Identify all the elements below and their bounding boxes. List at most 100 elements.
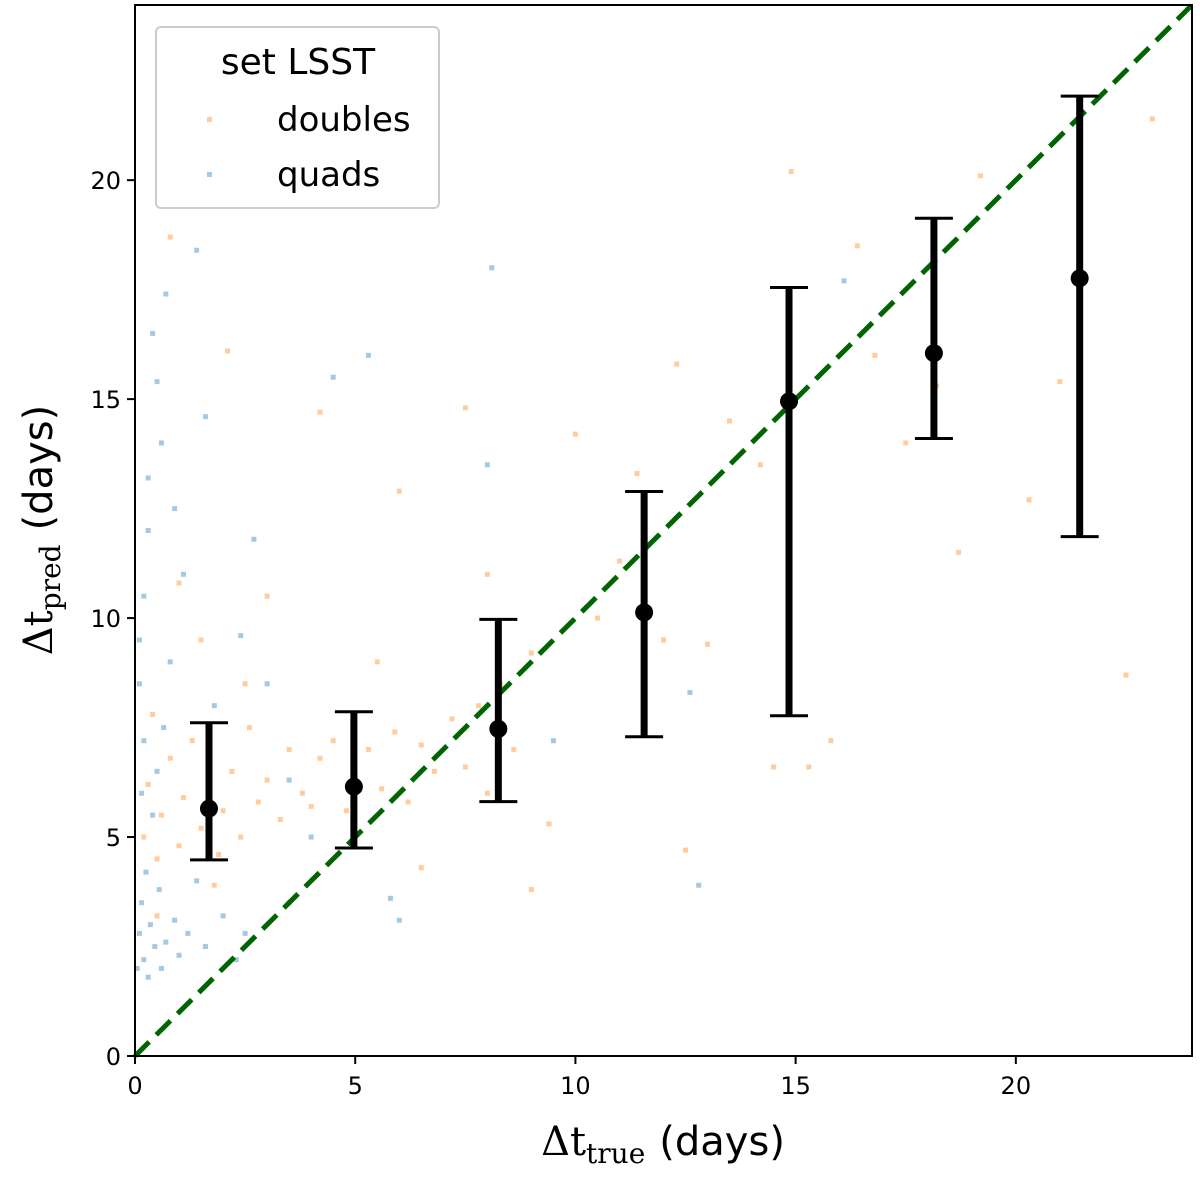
point-doubles <box>167 234 173 240</box>
legend-box <box>155 26 440 209</box>
y-tick-label: 20 <box>90 167 121 195</box>
point-doubles <box>528 887 534 893</box>
point-quads <box>141 738 147 744</box>
point-doubles <box>198 825 204 831</box>
point-doubles <box>546 821 552 827</box>
point-doubles <box>727 418 733 424</box>
errorbar-point <box>199 799 218 818</box>
errorbar <box>625 490 664 739</box>
errorbar <box>770 285 809 718</box>
point-doubles <box>255 799 261 805</box>
point-doubles <box>978 173 984 179</box>
point-quads <box>238 633 244 639</box>
point-quads <box>136 681 142 687</box>
point-doubles <box>247 725 253 731</box>
point-quads <box>145 974 151 980</box>
point-doubles <box>528 650 534 656</box>
point-quads <box>687 690 693 696</box>
identity-line <box>133 3 1194 1058</box>
point-doubles <box>705 641 711 647</box>
point-doubles <box>828 738 834 744</box>
legend: set LSST doubles quads <box>155 26 440 209</box>
point-doubles <box>683 847 689 853</box>
point-doubles <box>343 808 349 814</box>
point-doubles <box>661 637 666 643</box>
point-doubles <box>154 856 160 862</box>
point-doubles <box>176 843 182 849</box>
point-quads <box>251 536 257 542</box>
plot-frame <box>134 4 1193 1057</box>
point-quads <box>136 930 142 936</box>
point-doubles <box>431 768 437 774</box>
point-doubles <box>449 716 455 722</box>
point-doubles <box>511 746 517 752</box>
point-quads <box>286 777 292 783</box>
errorbar-point <box>924 344 943 363</box>
y-tick-label: 10 <box>90 605 121 633</box>
point-doubles <box>405 799 411 805</box>
point-quads <box>489 265 495 271</box>
point-quads <box>172 917 178 923</box>
errorbar-point <box>489 719 508 738</box>
point-quads <box>147 922 153 928</box>
point-quads <box>211 703 217 709</box>
point-doubles <box>216 852 222 858</box>
point-doubles <box>242 681 248 687</box>
point-doubles <box>264 593 270 599</box>
point-quads <box>696 882 702 888</box>
point-quads <box>154 768 160 774</box>
point-quads <box>308 834 314 840</box>
point-doubles <box>158 812 164 818</box>
y-axis-label: Δtpred(days) <box>16 405 67 655</box>
point-quads <box>194 878 200 884</box>
legend-marker-doubles <box>207 117 212 122</box>
point-doubles <box>462 764 468 770</box>
point-quads <box>152 944 158 950</box>
point-quads <box>180 571 186 577</box>
x-tick-label: 0 <box>127 1072 142 1100</box>
errorbar-point <box>344 777 363 796</box>
point-quads <box>150 812 156 818</box>
errorbar <box>1060 94 1099 539</box>
point-quads <box>202 944 208 950</box>
x-tick-label: 10 <box>560 1072 591 1100</box>
point-quads <box>156 887 162 893</box>
point-doubles <box>1026 497 1032 503</box>
point-quads <box>136 637 142 643</box>
point-quads <box>167 659 173 665</box>
point-doubles <box>462 405 468 411</box>
point-quads <box>176 952 182 958</box>
point-quads <box>242 930 248 936</box>
point-doubles <box>229 768 235 774</box>
point-quads <box>158 965 164 971</box>
point-quads <box>139 790 145 796</box>
binned-errorbars <box>189 94 1099 862</box>
point-quads <box>134 965 140 971</box>
point-doubles <box>317 755 323 761</box>
point-quads <box>141 957 147 963</box>
point-quads <box>233 957 239 963</box>
point-doubles <box>903 440 909 446</box>
point-doubles <box>145 781 151 787</box>
point-quads <box>150 330 156 336</box>
point-doubles <box>1057 379 1063 385</box>
point-doubles <box>634 471 640 477</box>
point-doubles <box>674 361 680 367</box>
point-doubles <box>167 755 173 761</box>
point-doubles <box>806 764 812 770</box>
errorbar-point <box>1070 269 1089 288</box>
point-doubles <box>418 865 424 871</box>
point-quads <box>163 291 169 297</box>
point-doubles <box>1123 672 1129 678</box>
point-doubles <box>176 580 182 586</box>
y-tick-label: 5 <box>106 824 121 852</box>
point-doubles <box>484 571 490 577</box>
errorbar-point <box>780 392 799 411</box>
point-quads <box>841 278 847 284</box>
point-doubles <box>594 615 600 621</box>
x-tick-label: 20 <box>1001 1072 1032 1100</box>
point-doubles <box>418 742 424 748</box>
point-doubles <box>211 882 217 888</box>
axis-ticks: 0 5 10 15 20 0 5 10 15 20 <box>90 167 1031 1100</box>
